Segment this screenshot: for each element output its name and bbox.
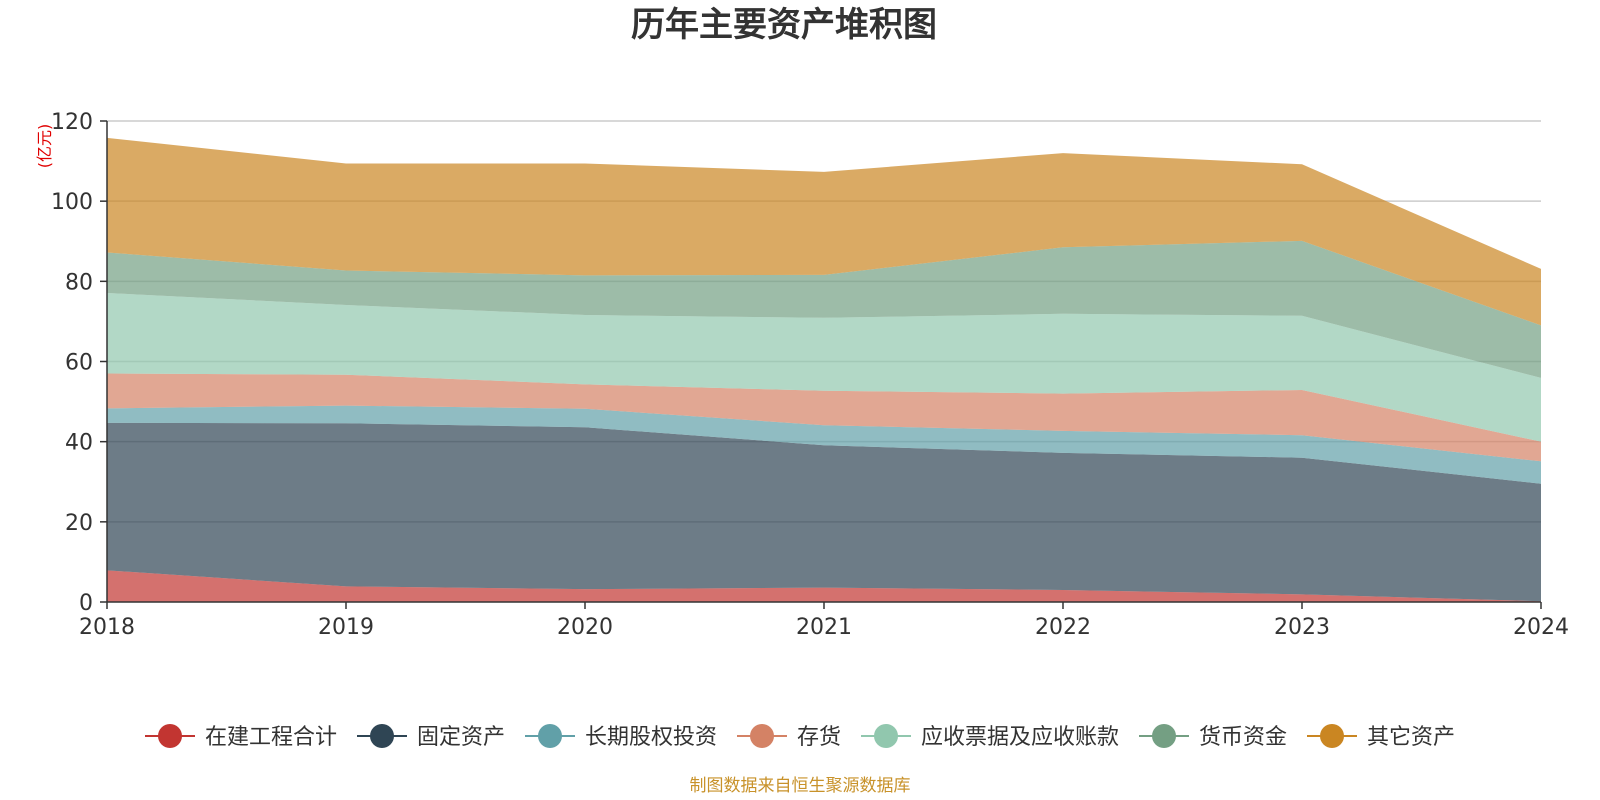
axis-ticks: 0 20 40 60 80 100 120 2018 2019 2020 2021 2022 2023 2… [51,110,1569,640]
legend-item-3[interactable]: 存货 [737,724,841,750]
x-tick-label-0: 2018 [79,615,135,640]
chart-title: 历年主要资产堆积图 [631,5,937,45]
y-tick-label-4: 80 [65,270,93,295]
y-tick-label-5: 100 [51,190,93,215]
x-tick-label-3: 2021 [796,615,852,640]
legend-circle-icon [750,724,774,748]
data-source-note: 制图数据来自恒生聚源数据库 [690,776,911,796]
y-tick-label-2: 40 [65,431,93,456]
legend: 在建工程合计 固定资产 长期股权投资 存货 应收票据及应收账款 货币资金 其它资产 [145,724,1455,750]
x-tick-label-4: 2022 [1035,615,1091,640]
area-series-2 [107,405,1541,484]
y-tick-label-3: 60 [65,351,93,376]
legend-item-6[interactable]: 其它资产 [1307,724,1455,750]
area-series-4 [107,292,1541,442]
legend-item-0[interactable]: 在建工程合计 [145,724,337,750]
legend-item-1[interactable]: 固定资产 [357,724,505,750]
legend-circle-icon [158,724,182,748]
x-tick-label-5: 2023 [1274,615,1330,640]
legend-item-4[interactable]: 应收票据及应收账款 [861,724,1119,750]
legend-circle-icon [1152,724,1176,748]
legend-label: 长期股权投资 [585,725,717,750]
y-axis-unit-label: (亿元) [35,124,54,169]
x-tick-label-1: 2019 [318,615,374,640]
y-tick-label-0: 0 [79,591,93,616]
legend-item-2[interactable]: 长期股权投资 [525,724,717,750]
legend-label: 其它资产 [1367,725,1455,750]
legend-circle-icon [874,724,898,748]
legend-circle-icon [538,724,562,748]
x-tick-label-2: 2020 [557,615,613,640]
legend-label: 存货 [797,725,841,750]
area-series-6 [107,137,1541,326]
area-series-1 [107,422,1541,602]
y-tick-label-6: 120 [51,110,93,135]
area-series-group [107,137,1541,602]
legend-circle-icon [1320,724,1344,748]
legend-label: 货币资金 [1199,725,1287,750]
area-series-0 [107,570,1541,602]
area-series-3 [107,373,1541,462]
y-tick-label-1: 20 [65,511,93,536]
x-tick-label-6: 2024 [1513,615,1569,640]
legend-label: 固定资产 [417,725,505,750]
legend-circle-icon [370,724,394,748]
legend-label: 在建工程合计 [205,725,337,750]
legend-label: 应收票据及应收账款 [921,725,1119,750]
legend-item-5[interactable]: 货币资金 [1139,724,1287,750]
area-series-5 [107,240,1541,378]
